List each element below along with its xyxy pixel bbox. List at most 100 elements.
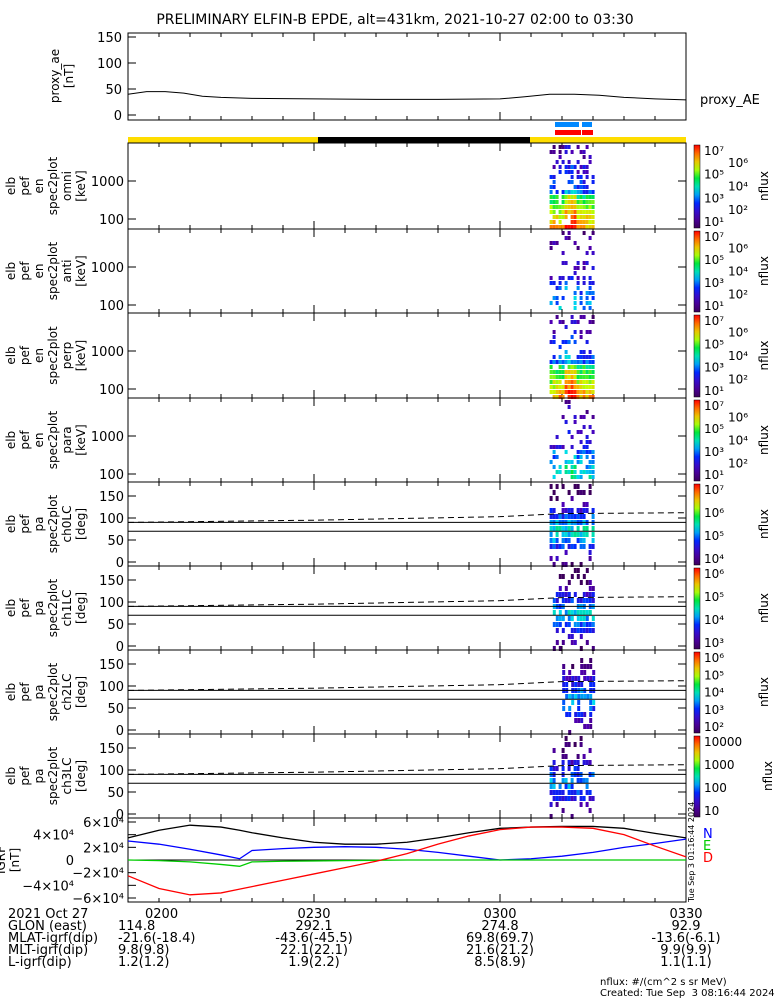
y-axis-label-line: spec2plot [46, 326, 60, 385]
spectrogram-cell [552, 296, 556, 300]
y-axis-label-line: pef [18, 430, 32, 450]
spectrogram-cell [591, 514, 595, 519]
spectrogram-cell [591, 200, 595, 204]
spectrogram-cell [576, 484, 580, 489]
spectrogram-cell [591, 628, 595, 633]
spectrogram-cell [552, 335, 556, 339]
spectrogram-cell [570, 170, 574, 174]
spectrogram-cell [585, 301, 589, 305]
spectrogram-cell [585, 455, 589, 459]
spectrogram-cell [585, 450, 589, 454]
spectrogram-cell [552, 225, 556, 229]
spectrogram-cell [579, 538, 583, 543]
spectrogram-cell [561, 808, 565, 813]
panel-frame [127, 32, 687, 121]
spectrogram-cell [582, 261, 586, 265]
spectrogram-cell [573, 760, 577, 765]
spectrogram-cell [589, 718, 593, 723]
spectrogram-cell [564, 550, 568, 555]
spectrogram-cell [591, 796, 595, 801]
spectrogram-cell [567, 395, 571, 399]
spectrogram-cell [582, 425, 586, 429]
y-tick-label: 100 [99, 512, 124, 527]
spectrogram-cell [564, 465, 568, 469]
spectrogram-cell [570, 435, 574, 439]
spectrogram-cell [579, 220, 583, 224]
spectrogram-cell [564, 360, 568, 364]
spectrogram-cell [582, 210, 586, 214]
ephemeris-text: 69.8(69.7) [465, 931, 535, 946]
spectrogram-cell [591, 508, 595, 513]
spectrogram-cell [582, 490, 586, 495]
spectrogram-cell [555, 598, 559, 603]
spectrogram-cell [570, 180, 574, 184]
igrf-N-line [127, 838, 687, 861]
spectrogram-cell [573, 190, 577, 194]
spectrogram-cell [561, 574, 565, 579]
spectrogram-cell [555, 796, 559, 801]
spectrogram-cell [561, 532, 565, 537]
spectrogram-cell [558, 165, 562, 169]
spectrogram-cell [552, 241, 556, 245]
spectrogram-cell [576, 574, 580, 579]
spectrogram-cell [576, 508, 580, 513]
spectrogram-cell [588, 195, 592, 199]
spectrogram-cell [588, 808, 592, 813]
spectrogram-cell [588, 375, 592, 379]
spectrogram-cell [582, 502, 586, 507]
ephemeris-text: -13.6(-6.1) [651, 931, 721, 946]
spectrogram-cell [564, 526, 568, 531]
spectrogram-cell [573, 544, 577, 549]
spectrogram-cell [555, 622, 559, 627]
spectrogram-cell [582, 592, 586, 597]
spectrogram-cell [591, 195, 595, 199]
y-tick-label: 100 [99, 468, 124, 483]
y-axis-label-line: elb [4, 683, 18, 701]
spectrogram-cell [561, 484, 565, 489]
spectrogram-cell [555, 390, 559, 394]
spectrogram-cell [558, 514, 562, 519]
y-tick-label: 0 [116, 808, 124, 823]
spectrogram-cell [580, 718, 584, 723]
igrf-legend-N: N [703, 827, 713, 842]
spectrogram-cell [582, 760, 586, 765]
spectrogram-cell [576, 175, 580, 179]
y-axis-label-line: [nT] [62, 64, 76, 88]
spectrogram-cell [579, 544, 583, 549]
spectrogram-cell [570, 640, 574, 645]
spectrogram-cell [588, 200, 592, 204]
spectrogram-cell [570, 220, 574, 224]
ephemeris-text: 9.9(9.9) [660, 943, 712, 958]
colorbar-tick-label: 10⁶ [704, 651, 724, 665]
spectrogram-cell [570, 610, 574, 615]
spectrogram-cell [588, 155, 592, 159]
spectrogram-cell [570, 165, 574, 169]
spectrogram-cell [582, 375, 586, 379]
y-axis-label-line: spec2plot [46, 241, 60, 300]
spectrogram-cell [582, 355, 586, 359]
spectrogram-cell [567, 180, 571, 184]
spectrogram-cell [582, 220, 586, 224]
y-axis-label-line: [keV] [74, 255, 88, 286]
ephemeris-text: 9.8(9.8) [118, 943, 170, 958]
spectrogram-cell [582, 165, 586, 169]
spectrogram-cell [570, 195, 574, 199]
spectrogram-cell [585, 225, 589, 229]
spectrogram-cell [564, 325, 568, 329]
y-axis-label-line: spec2plot [46, 410, 60, 469]
spectrogram-cell [568, 676, 572, 681]
spectrogram-cell [591, 430, 595, 434]
spectrogram-cell [561, 215, 565, 219]
spectrogram-cell [588, 385, 592, 389]
spectrogram-cell [567, 225, 571, 229]
spectrogram-cell [571, 682, 575, 687]
spectrogram-cell [588, 598, 592, 603]
spectrogram-cell [561, 616, 565, 621]
spectrogram-cell [555, 190, 559, 194]
colorbar [693, 567, 701, 650]
spectrogram-cell [585, 532, 589, 537]
spectrogram-cell [561, 526, 565, 531]
spectrogram-cell [549, 380, 553, 384]
spectrogram-cell [576, 210, 580, 214]
spectrogram-cell [582, 215, 586, 219]
